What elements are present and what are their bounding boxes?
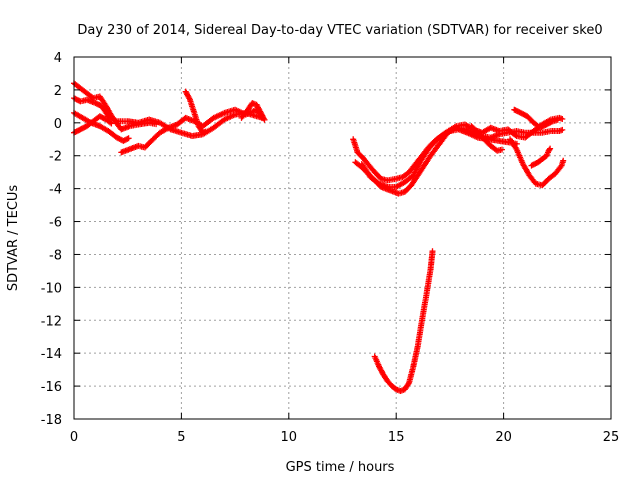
x-tick-label: 25 (603, 430, 620, 445)
y-tick-label: -12 (41, 314, 62, 329)
y-tick-label: -2 (49, 150, 62, 165)
y-tick-labels: -18 -16 -14 -12 -10 -8 -6 -4 -2 0 2 4 (41, 51, 62, 428)
series-arc-13 (507, 136, 567, 189)
x-tick-label: 20 (495, 430, 512, 445)
data-point (202, 128, 209, 135)
series-arc-4 (71, 113, 115, 136)
y-tick-label: 2 (54, 84, 62, 99)
y-tick-label: -16 (41, 380, 62, 395)
data-point (429, 248, 436, 255)
y-tick-label: -14 (41, 347, 62, 362)
y-tick-label: -8 (49, 248, 62, 263)
data-point (512, 132, 519, 138)
series-arc-2 (71, 80, 160, 133)
data-point (547, 145, 554, 152)
axis-ticks (73, 56, 612, 420)
data-point (405, 381, 412, 388)
x-tick-label: 5 (177, 430, 185, 445)
y-tick-label: -6 (49, 216, 62, 231)
plot-frame (73, 56, 612, 420)
series-arc-15 (371, 248, 436, 394)
data-point (559, 116, 566, 122)
data-point (153, 121, 160, 128)
data-point (560, 157, 567, 164)
y-axis-label: SDTVAR / TECUs (6, 185, 21, 292)
y-tick-label: -18 (41, 413, 62, 428)
y-tick-label: 4 (54, 51, 62, 66)
chart-title: Day 230 of 2014, Sidereal Day-to-day VTE… (77, 23, 602, 38)
x-tick-label: 0 (70, 430, 78, 445)
grid (74, 57, 611, 419)
series-arc-12 (511, 106, 561, 131)
x-tick-label: 10 (281, 430, 298, 445)
x-axis-label: GPS time / hours (286, 460, 395, 475)
series-arc-14 (528, 145, 554, 169)
series-arc-11 (468, 123, 505, 154)
series-arc-7 (238, 100, 268, 123)
y-tick-label: -10 (41, 281, 62, 296)
y-tick-label: 0 (54, 117, 62, 132)
data-point (559, 126, 566, 133)
data-point (261, 116, 268, 123)
data-point (107, 119, 114, 126)
y-tick-label: -4 (49, 183, 62, 198)
data-point (108, 120, 115, 127)
x-tick-label: 15 (388, 430, 405, 445)
series-arc-6 (182, 88, 209, 136)
data-point (499, 146, 505, 153)
data-point (554, 116, 561, 123)
x-tick-labels: 0 5 10 15 20 25 (70, 430, 619, 445)
data-point (125, 135, 132, 142)
data-points (71, 80, 567, 394)
data-point (546, 146, 553, 153)
